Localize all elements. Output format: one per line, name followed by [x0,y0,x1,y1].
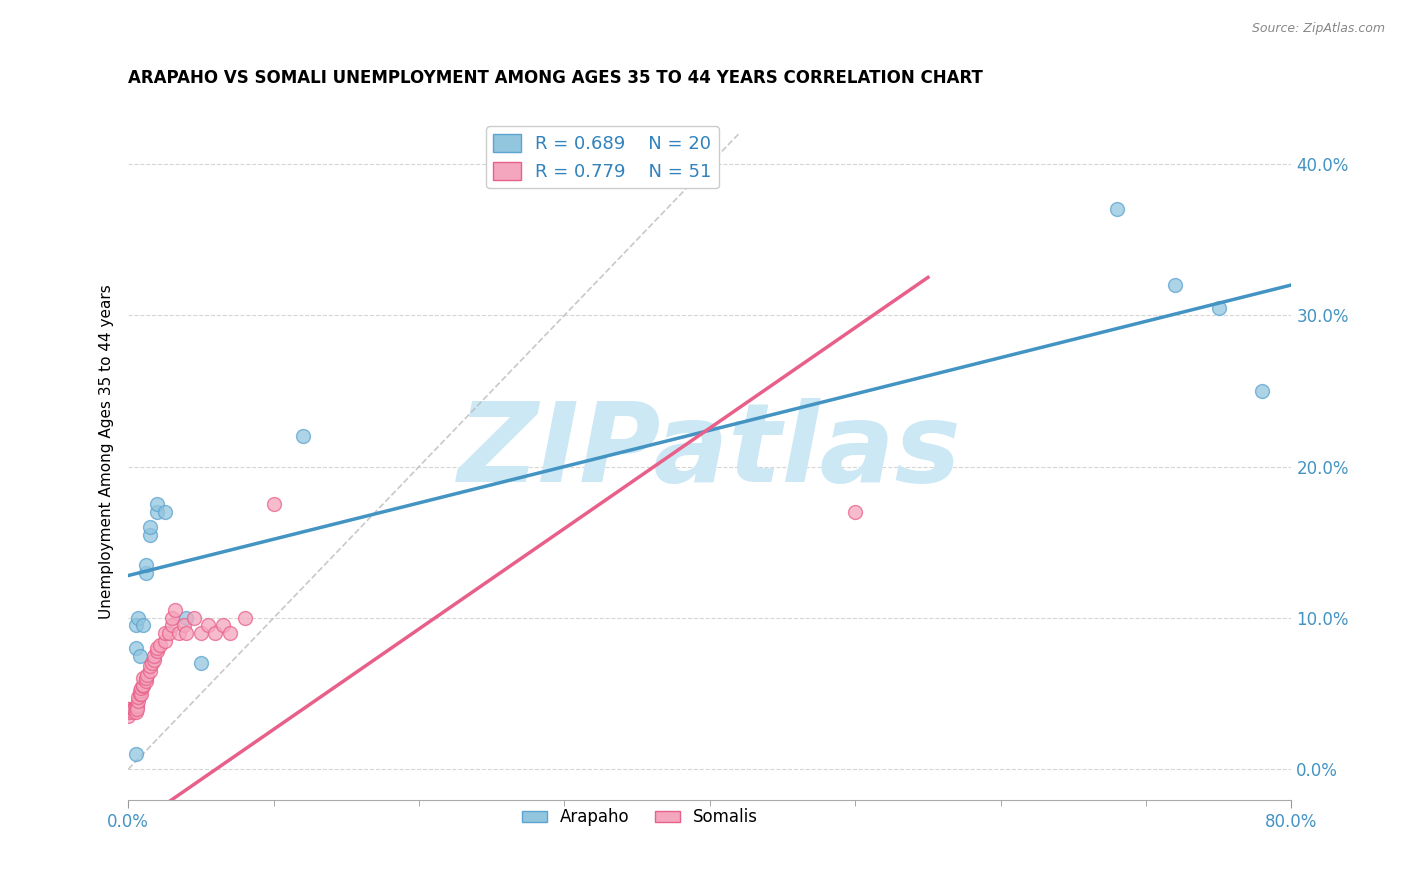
Point [131,687,153,701]
Point [153,505,176,519]
Point [124,702,146,716]
Point [143,648,166,663]
Point [167,626,190,640]
Point [183,611,205,625]
Text: ARAPAHO VS SOMALI UNEMPLOYMENT AMONG AGES 35 TO 44 YEARS CORRELATION CHART: ARAPAHO VS SOMALI UNEMPLOYMENT AMONG AGE… [128,69,983,87]
Point [190,657,212,671]
Legend: Arapaho, Somalis: Arapaho, Somalis [515,802,765,833]
Point [117,709,139,723]
Point [121,702,143,716]
Point [1164,277,1187,292]
Point [263,497,285,511]
Point [124,618,146,632]
Point [1251,384,1274,398]
Point [211,618,233,632]
Point [132,679,155,693]
Point [136,668,159,682]
Point [117,702,139,716]
Point [143,653,166,667]
Point [135,674,157,689]
Point [204,626,226,640]
Point [146,641,169,656]
Point [197,618,219,632]
Point [160,611,183,625]
Point [141,657,163,671]
Point [139,520,162,534]
Point [291,429,314,443]
Point [131,681,153,695]
Point [121,705,143,719]
Point [844,505,866,519]
Point [139,664,162,678]
Point [122,702,145,716]
Point [219,626,242,640]
Point [163,603,186,617]
Point [125,698,148,713]
Point [146,505,169,519]
Point [157,626,180,640]
Point [135,558,157,572]
Point [127,694,149,708]
Point [146,497,169,511]
Point [153,626,176,640]
Point [125,702,148,716]
Point [1105,202,1128,217]
Point [176,611,198,625]
Point [124,702,146,716]
Point [117,705,139,719]
Point [127,611,149,625]
Point [176,626,198,640]
Point [132,672,155,686]
Point [128,687,150,701]
Point [1208,301,1230,315]
Point [146,644,169,658]
Point [190,626,212,640]
Point [128,683,150,698]
Point [132,618,155,632]
Point [135,566,157,580]
Point [233,611,256,625]
Y-axis label: Unemployment Among Ages 35 to 44 years: Unemployment Among Ages 35 to 44 years [100,284,114,619]
Point [149,638,172,652]
Point [139,527,162,541]
Point [173,618,195,632]
Point [128,648,150,663]
Point [160,618,183,632]
Point [132,677,155,691]
Point [124,747,146,761]
Point [139,659,162,673]
Point [124,641,146,656]
Text: ZIPatlas: ZIPatlas [458,398,962,505]
Point [122,702,145,716]
Point [127,690,149,704]
Point [124,705,146,719]
Text: Source: ZipAtlas.com: Source: ZipAtlas.com [1251,22,1385,36]
Point [153,633,176,648]
Point [135,672,157,686]
Point [117,702,139,716]
